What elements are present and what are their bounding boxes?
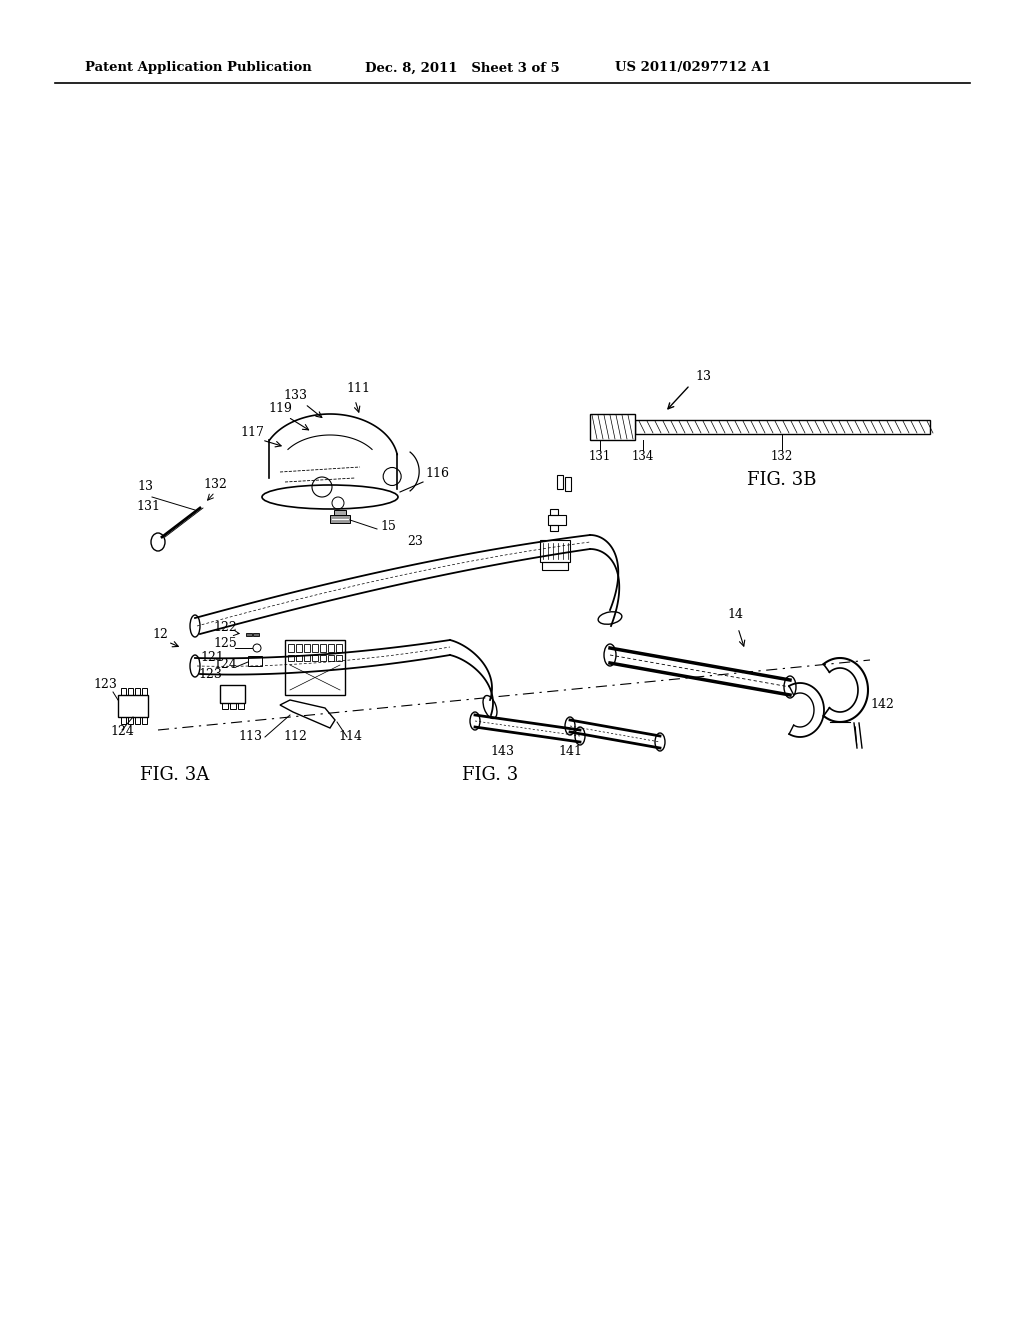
Bar [288, 655, 294, 661]
Text: 12: 12 [152, 628, 168, 642]
Bar [328, 655, 334, 661]
Bar [121, 688, 126, 696]
Bar [288, 644, 294, 652]
Bar [246, 634, 252, 636]
Text: 131: 131 [589, 450, 611, 463]
Text: Dec. 8, 2011   Sheet 3 of 5: Dec. 8, 2011 Sheet 3 of 5 [365, 62, 560, 74]
Bar [319, 644, 326, 652]
Text: 133: 133 [283, 389, 307, 403]
Bar [540, 540, 570, 562]
Text: 14: 14 [727, 609, 743, 620]
Bar [312, 644, 318, 652]
Bar [238, 704, 244, 709]
Text: 125: 125 [213, 638, 237, 649]
Text: 123: 123 [198, 668, 222, 681]
Text: 116: 116 [425, 467, 449, 480]
Text: 117: 117 [240, 426, 264, 440]
Bar [550, 525, 558, 531]
Text: FIG. 3: FIG. 3 [462, 766, 518, 784]
Bar [635, 420, 930, 434]
Text: 13: 13 [137, 480, 153, 492]
Bar [285, 640, 345, 696]
FancyArrowPatch shape [855, 727, 857, 746]
Bar [336, 655, 342, 661]
Bar [304, 644, 310, 652]
Bar [328, 644, 334, 652]
Bar [135, 717, 140, 723]
Bar [128, 717, 133, 723]
Bar [296, 644, 302, 652]
Bar [330, 515, 350, 523]
Bar [542, 562, 568, 570]
Text: 124: 124 [110, 725, 134, 738]
Text: 23: 23 [408, 535, 423, 548]
Text: 15: 15 [380, 520, 396, 533]
Text: 119: 119 [268, 403, 292, 414]
Bar [590, 414, 635, 440]
Text: 141: 141 [558, 744, 582, 758]
Text: 112: 112 [283, 730, 307, 743]
Text: 124: 124 [213, 657, 237, 671]
Text: 121: 121 [200, 651, 224, 664]
Text: FIG. 3B: FIG. 3B [748, 471, 817, 488]
Bar [121, 717, 126, 723]
Text: 132: 132 [203, 478, 227, 491]
Text: US 2011/0297712 A1: US 2011/0297712 A1 [615, 62, 771, 74]
Bar [312, 655, 318, 661]
Bar [118, 696, 148, 717]
Bar [142, 688, 147, 696]
Bar [336, 644, 342, 652]
Text: 131: 131 [136, 500, 160, 513]
Text: 122: 122 [213, 620, 237, 634]
Bar [253, 634, 259, 636]
Text: Patent Application Publication: Patent Application Publication [85, 62, 311, 74]
Bar [548, 515, 566, 525]
Bar [296, 655, 302, 661]
Bar [222, 704, 228, 709]
Text: 134: 134 [632, 450, 654, 463]
Text: FIG. 3A: FIG. 3A [140, 766, 210, 784]
Text: 113: 113 [238, 730, 262, 743]
Bar [142, 717, 147, 723]
Text: 13: 13 [695, 370, 711, 383]
Text: 142: 142 [870, 698, 894, 711]
Text: 123: 123 [93, 678, 117, 690]
Text: 111: 111 [346, 381, 370, 395]
Bar [230, 704, 236, 709]
Bar [128, 688, 133, 696]
Bar [319, 655, 326, 661]
Bar [220, 685, 245, 704]
Text: 143: 143 [490, 744, 514, 758]
Bar [248, 656, 262, 667]
Bar [557, 475, 563, 488]
Bar [334, 510, 346, 515]
Bar [565, 477, 571, 491]
Text: 132: 132 [771, 450, 794, 463]
Text: 114: 114 [338, 730, 362, 743]
Bar [135, 688, 140, 696]
Bar [304, 655, 310, 661]
Bar [550, 510, 558, 515]
